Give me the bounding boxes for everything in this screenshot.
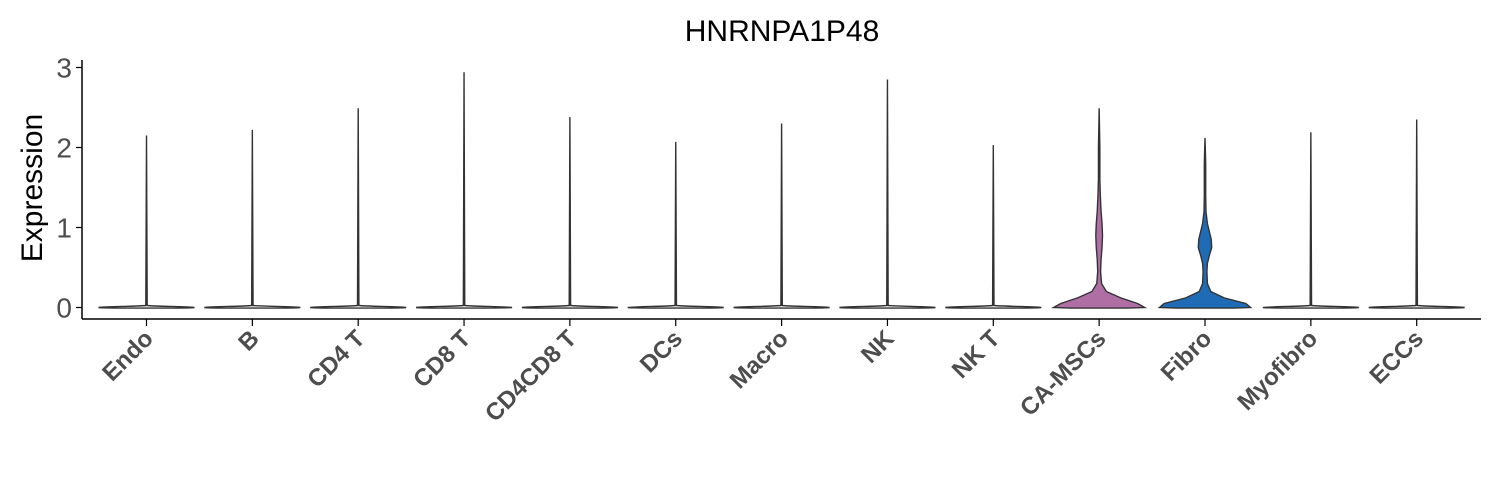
x-tick-label: CD8 T — [408, 325, 476, 393]
violin-eccs — [1368, 119, 1465, 309]
y-axis-label: Expression — [16, 114, 49, 262]
violin-nk-t — [945, 145, 1042, 309]
violin-ca-mscs — [1051, 108, 1148, 309]
y-tick-label: 2 — [56, 133, 72, 164]
y-tick-label: 0 — [56, 293, 72, 324]
x-tick-label: B — [233, 325, 264, 356]
x-tick-label: NK — [856, 325, 900, 369]
violin-nk — [839, 79, 936, 309]
violin-myofibro — [1262, 132, 1359, 309]
violin-b — [204, 129, 301, 309]
x-tick-label: Myofibro — [1232, 325, 1323, 416]
x-tick-label: Fibro — [1156, 325, 1218, 387]
chart-title: HNRNPA1P48 — [685, 15, 880, 48]
x-tick-label: CD4CD8 T — [480, 325, 582, 427]
violin-endo — [98, 135, 195, 309]
violin-cd8-t — [415, 72, 513, 309]
violin-fibro — [1157, 137, 1253, 309]
y-tick-label: 3 — [56, 53, 72, 84]
x-tick-label: DCs — [635, 325, 688, 378]
violins-group — [98, 72, 1465, 309]
violin-cd4-t — [310, 108, 407, 309]
x-tick-label: ECCs — [1365, 325, 1429, 389]
x-tick-label: NK T — [947, 325, 1006, 384]
y-tick-label: 1 — [56, 213, 72, 244]
x-tick-label: Macro — [725, 325, 794, 394]
y-ticks-group: 0 1 2 3 — [56, 53, 82, 324]
violin-cd4cd8-t — [521, 117, 618, 309]
violin-dcs — [627, 141, 724, 309]
x-tick-label: CD4 T — [302, 325, 370, 393]
x-ticks-group: Endo B CD4 T CD8 T CD4CD8 T DCs Macro NK NK T CA-… — [97, 319, 1429, 427]
x-tick-label: CA-MSCs — [1015, 325, 1111, 421]
x-tick-label: Endo — [97, 325, 159, 387]
violin-macro — [733, 123, 830, 309]
